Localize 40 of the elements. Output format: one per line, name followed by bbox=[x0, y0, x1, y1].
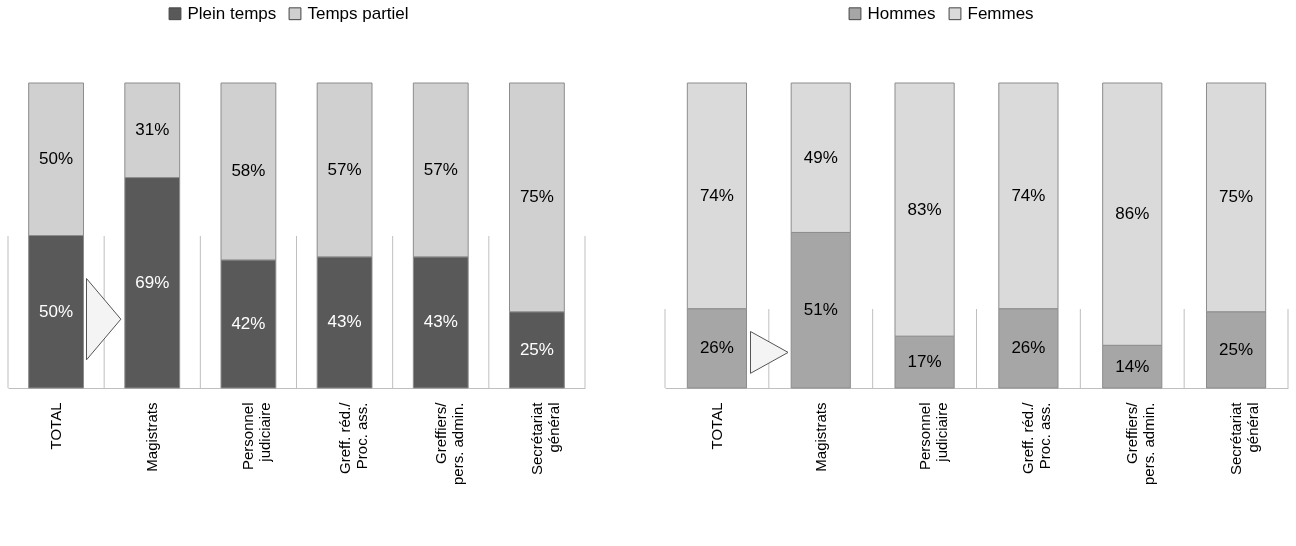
x-tick-label: Greffiers/ pers. admin. bbox=[1123, 401, 1158, 486]
data-label: 31% bbox=[135, 120, 170, 140]
x-tick-label: Secrétariat général bbox=[527, 401, 562, 476]
x-tick-label: Greffiers/ pers. admin. bbox=[431, 401, 466, 486]
legend-label: Femmes bbox=[967, 3, 1034, 23]
data-label: 86% bbox=[1115, 204, 1150, 224]
x-tick-label: TOTAL bbox=[707, 402, 725, 450]
legend-label: Hommes bbox=[867, 3, 936, 23]
data-label: 83% bbox=[907, 199, 942, 219]
x-tick-label: Personnel judiciaire bbox=[239, 402, 274, 471]
data-label: 26% bbox=[1011, 338, 1046, 358]
x-tick-label: Secrétariat général bbox=[1227, 401, 1262, 476]
data-label: 43% bbox=[327, 312, 362, 332]
data-label: 25% bbox=[1219, 339, 1254, 359]
data-label: 57% bbox=[423, 159, 458, 179]
data-label: 49% bbox=[803, 147, 838, 167]
data-label: 25% bbox=[519, 339, 554, 359]
data-label: 57% bbox=[327, 159, 362, 179]
data-label: 74% bbox=[699, 185, 734, 205]
data-label: 26% bbox=[699, 338, 734, 358]
data-label: 50% bbox=[39, 149, 74, 169]
legend-label: Temps partiel bbox=[307, 3, 409, 23]
x-tick-label: Greff. réd./ Proc. ass. bbox=[335, 401, 370, 474]
legend-label: Plein temps bbox=[187, 3, 277, 23]
data-label: 42% bbox=[231, 313, 266, 333]
data-label: 50% bbox=[39, 301, 74, 321]
data-label: 14% bbox=[1115, 356, 1150, 376]
x-tick-label: Magistrats bbox=[143, 402, 161, 472]
data-label: 74% bbox=[1011, 185, 1046, 205]
data-label: 75% bbox=[1219, 187, 1254, 207]
data-label: 75% bbox=[519, 187, 554, 207]
data-label: 43% bbox=[423, 312, 458, 332]
data-label: 17% bbox=[907, 352, 942, 372]
data-label: 69% bbox=[135, 272, 170, 292]
x-tick-label: Personnel judiciaire bbox=[915, 402, 950, 471]
data-label: 51% bbox=[803, 300, 838, 320]
x-tick-label: TOTAL bbox=[47, 402, 65, 450]
x-tick-label: Greff. réd./ Proc. ass. bbox=[1019, 401, 1054, 474]
data-label: 58% bbox=[231, 161, 266, 181]
x-tick-label: Magistrats bbox=[811, 402, 829, 472]
